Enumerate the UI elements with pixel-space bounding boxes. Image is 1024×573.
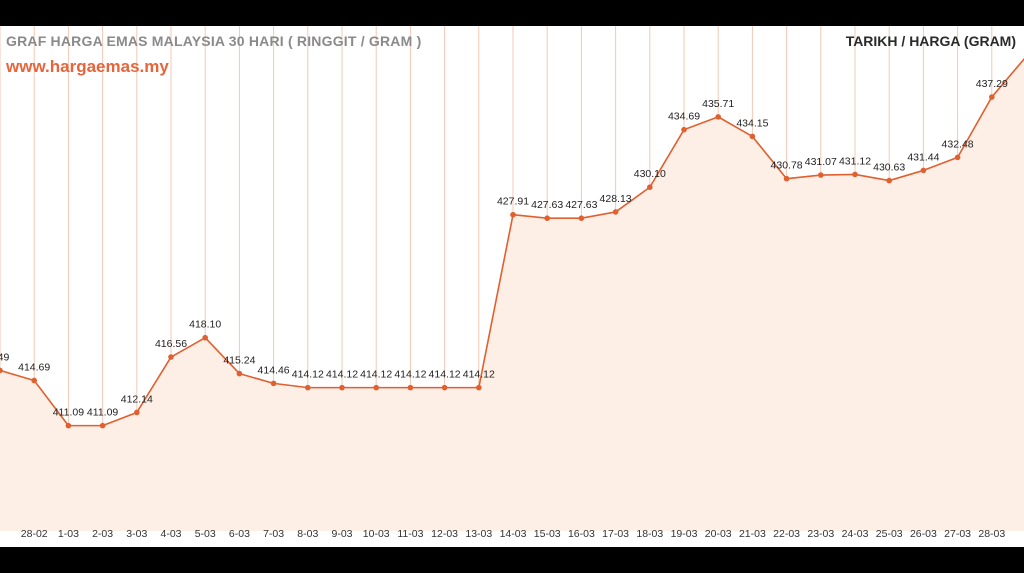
- data-point: [305, 384, 311, 391]
- data-label: 432.48: [942, 138, 974, 150]
- data-point: [31, 377, 37, 384]
- data-label: .49: [0, 351, 9, 363]
- x-tick-label: 28-02: [21, 528, 48, 540]
- website-link[interactable]: www.hargaemas.my: [6, 57, 169, 76]
- data-point: [339, 384, 345, 391]
- data-label: 434.69: [668, 111, 700, 123]
- data-point: [783, 175, 790, 182]
- data-label: 430.10: [634, 168, 666, 180]
- x-tick-label: 14-03: [500, 528, 527, 540]
- x-tick-label: 1-03: [58, 528, 79, 540]
- data-point: [886, 177, 892, 184]
- data-point: [578, 215, 585, 222]
- data-point: [270, 380, 277, 387]
- data-point: [202, 334, 208, 341]
- data-label: 434.15: [736, 117, 768, 129]
- data-label: 427.91: [497, 196, 529, 208]
- data-point: [715, 114, 721, 120]
- x-tick-label: 3-03: [126, 528, 147, 540]
- data-point: [647, 184, 653, 191]
- x-tick-label: 2-03: [92, 528, 113, 540]
- x-tick-label: 7-03: [263, 528, 284, 540]
- x-tick-label: 15-03: [534, 528, 561, 540]
- data-label: 430.78: [771, 160, 803, 172]
- data-label: 427.63: [565, 199, 597, 211]
- data-point: [852, 171, 858, 178]
- data-point: [99, 422, 106, 429]
- x-tick-label: 11-03: [397, 528, 423, 540]
- x-tick-label: 26-03: [910, 528, 937, 540]
- data-label: 414.12: [292, 369, 324, 381]
- chart-title: GRAF HARGA EMAS MALAYSIA 30 HARI ( RINGG…: [6, 33, 422, 49]
- x-tick-label: 19-03: [671, 528, 698, 540]
- data-point: [510, 211, 516, 218]
- x-tick-label: 9-03: [331, 528, 352, 540]
- data-point: [236, 370, 243, 377]
- data-label: 428.13: [600, 193, 632, 205]
- x-tick-label: 21-03: [739, 528, 766, 540]
- x-tick-labels: 28-02 1-03 2-03 3-03 4-03 5-03 6-03 7-03 8-03 9-0…: [21, 528, 1006, 540]
- data-label: 431.44: [907, 151, 939, 163]
- data-point: [168, 354, 174, 360]
- data-label: 418.10: [189, 319, 221, 331]
- data-label: 414.12: [360, 369, 392, 381]
- price-area-layer: [0, 59, 1024, 531]
- data-point: [373, 384, 380, 391]
- data-label: 415.24: [223, 355, 255, 367]
- data-label: 430.63: [873, 162, 905, 174]
- x-tick-label: 25-03: [876, 528, 903, 540]
- data-label: 431.07: [805, 156, 837, 168]
- data-label: 414.46: [258, 364, 290, 376]
- data-label: 412.14: [121, 393, 153, 405]
- data-label: 414.12: [394, 369, 426, 381]
- data-point: [818, 172, 824, 178]
- x-tick-label: 28-03: [978, 528, 1005, 540]
- chart-frame: .49414.69411.09411.09412.14416.56418.104…: [0, 26, 1024, 547]
- x-tick-label: 10-03: [363, 528, 390, 540]
- data-point: [544, 215, 550, 222]
- x-tick-label: 17-03: [602, 528, 629, 540]
- legend-label: TARIKH / HARGA (GRAM): [845, 33, 1016, 49]
- data-point: [989, 94, 995, 100]
- x-tick-label: 4-03: [160, 528, 181, 540]
- data-label: 414.12: [326, 369, 358, 381]
- data-point: [65, 422, 72, 429]
- x-tick-label: 24-03: [842, 528, 869, 540]
- data-label: 411.09: [53, 407, 84, 419]
- x-tick-label: 20-03: [705, 528, 732, 540]
- data-label: 427.63: [531, 199, 563, 211]
- x-tick-label: 22-03: [773, 528, 800, 540]
- x-tick-label: 16-03: [568, 528, 595, 540]
- data-points: [0, 94, 995, 429]
- data-point: [407, 384, 414, 391]
- x-tick-label: 8-03: [297, 528, 318, 540]
- data-label: 414.12: [429, 369, 461, 381]
- data-point: [920, 167, 927, 174]
- data-label: 414.69: [18, 361, 50, 373]
- data-point: [681, 126, 687, 133]
- data-point: [134, 409, 140, 416]
- data-point: [612, 209, 619, 215]
- x-tick-label: 12-03: [431, 528, 458, 540]
- data-labels: .49414.69411.09411.09412.14416.56418.104…: [0, 78, 1008, 419]
- data-point: [0, 367, 3, 374]
- data-point: [954, 154, 961, 161]
- data-point: [476, 384, 482, 391]
- x-tick-label: 18-03: [636, 528, 663, 540]
- data-label: 416.56: [155, 338, 187, 350]
- data-point: [749, 133, 756, 140]
- data-label: 435.71: [702, 98, 734, 110]
- x-tick-label: 6-03: [229, 528, 250, 540]
- x-tick-label: 23-03: [807, 528, 834, 540]
- data-label: 414.12: [463, 369, 495, 381]
- data-label: 437.29: [976, 78, 1008, 90]
- x-tick-label: 13-03: [465, 528, 492, 540]
- price-chart: .49414.69411.09411.09412.14416.56418.104…: [0, 26, 1024, 540]
- price-area: [0, 59, 1024, 531]
- data-label: 431.12: [839, 155, 871, 167]
- data-label: 411.09: [87, 407, 118, 419]
- data-point: [441, 384, 448, 391]
- x-tick-label: 27-03: [944, 528, 971, 540]
- x-tick-label: 5-03: [195, 528, 216, 540]
